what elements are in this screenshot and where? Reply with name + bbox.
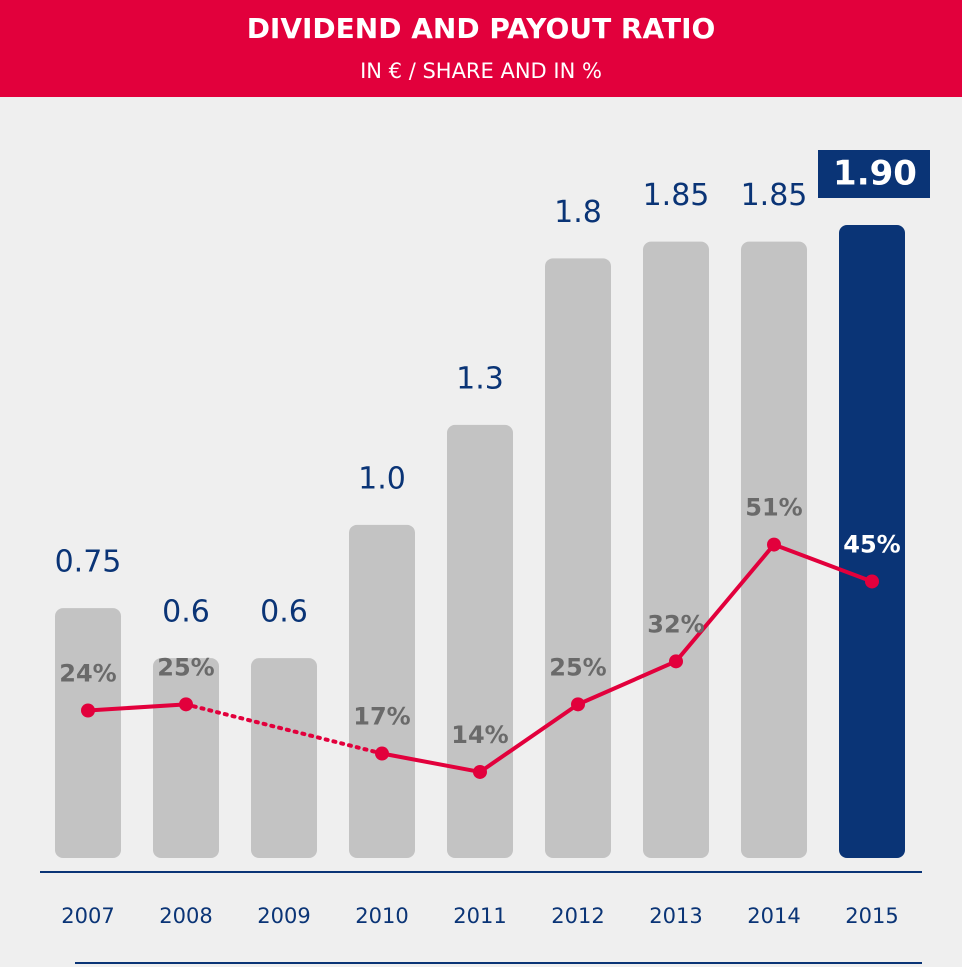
bar-value-label: 1.3 (456, 361, 504, 396)
bar (643, 241, 709, 858)
x-tick-label: 2008 (159, 904, 212, 928)
value-label-box (818, 150, 930, 198)
bar (153, 658, 219, 858)
payout-point (81, 703, 95, 718)
x-tick-label: 2014 (747, 904, 800, 928)
x-tick-label: 2009 (257, 904, 310, 928)
x-tick-label: 2007 (61, 904, 114, 928)
bar-value-label: 1.90 (833, 154, 917, 194)
bar-value-label: 0.6 (260, 595, 308, 630)
bar-value-label: 1.85 (643, 178, 710, 213)
x-tick-label: 2010 (355, 904, 408, 928)
header-band (0, 0, 962, 97)
bar (55, 608, 121, 858)
payout-point (571, 697, 585, 712)
chart-subtitle: IN € / SHARE AND IN % (360, 59, 602, 83)
payout-label: 17% (353, 703, 410, 731)
payout-point (375, 746, 389, 761)
payout-label: 32% (647, 610, 704, 638)
payout-label: 25% (549, 653, 606, 681)
payout-label: 51% (745, 494, 802, 522)
bar (447, 424, 513, 858)
bar (545, 258, 611, 858)
payout-line (87, 702, 187, 713)
payout-label: 14% (451, 721, 508, 749)
payout-label: 45% (843, 530, 900, 558)
bar (839, 225, 905, 858)
payout-label: 25% (157, 653, 214, 681)
bar (251, 658, 317, 858)
bar (349, 524, 415, 858)
payout-point (767, 537, 781, 552)
payout-line (381, 542, 873, 774)
gap-bridge (184, 702, 384, 756)
x-tick-label: 2015 (845, 904, 898, 928)
x-tick-label: 2013 (649, 904, 702, 928)
x-tick-label: 2011 (453, 904, 506, 928)
bar-value-label: 1.85 (741, 178, 808, 213)
payout-label: 24% (59, 660, 116, 688)
payout-point (473, 764, 487, 779)
payout-point (669, 654, 683, 669)
bar-value-label: 1.0 (358, 461, 406, 496)
bar-value-label: 0.6 (162, 595, 210, 630)
payout-point (179, 697, 193, 712)
chart-title: DIVIDEND AND PAYOUT RATIO (247, 12, 716, 45)
payout-point (865, 574, 879, 589)
bar-value-label: 1.8 (554, 195, 602, 230)
x-tick-label: 2012 (551, 904, 604, 928)
bar-value-label: 0.75 (55, 545, 122, 580)
